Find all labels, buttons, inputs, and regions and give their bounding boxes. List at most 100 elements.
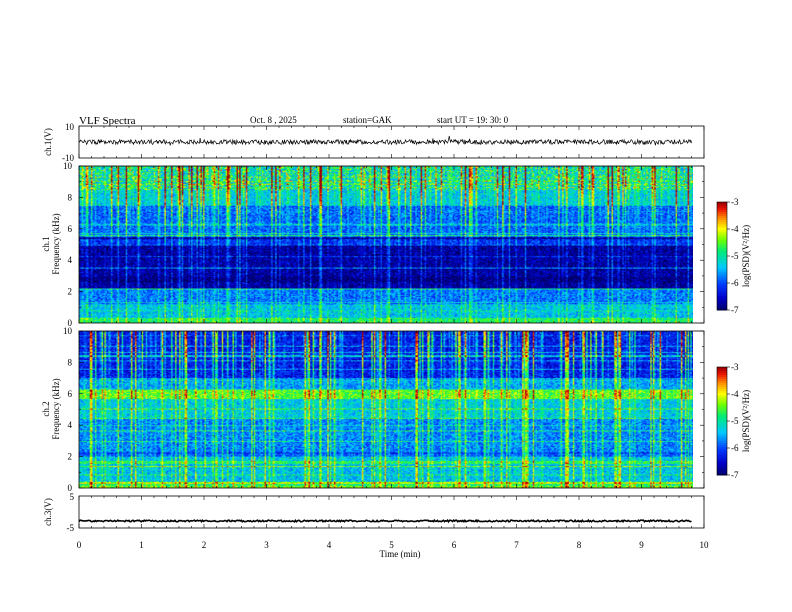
colorbar-swatch (717, 260, 727, 263)
colorbar-swatch (717, 383, 727, 386)
colorbar-swatch (717, 415, 727, 418)
time-tick-label: 9 (639, 540, 644, 550)
ch1-ytick-label: 0 (68, 318, 73, 328)
time-axis-tick-labels: 0 1 2 3 4 5 6 7 8 9 10 (77, 540, 709, 550)
colorbar-swatch (717, 423, 727, 426)
time-tick-label: 4 (327, 540, 332, 550)
colorbar-swatch (717, 308, 727, 311)
colorbar-swatch (717, 292, 727, 295)
ch2-spectrogram-ylabel-frequency: Frequency (kHz) (51, 378, 61, 439)
colorbar-swatch (717, 306, 727, 309)
colorbar-swatch (717, 250, 727, 253)
colorbar-swatch (717, 455, 727, 458)
colorbar-swatch (717, 433, 727, 436)
ch1-spectrogram-yticks: 10 8 6 4 2 0 (63, 161, 704, 328)
colorbar-swatch (717, 258, 727, 261)
ch1-spectrogram-image (79, 166, 693, 323)
time-tick-label: 6 (452, 540, 457, 550)
colorbar-tick-label: -3 (731, 197, 739, 207)
colorbar-swatch (717, 270, 727, 273)
ch3-waveform-ylabel: ch.3(V) (43, 498, 53, 526)
colorbar-swatch (717, 437, 727, 440)
ch1-spectrogram-panel: 10 8 6 4 2 0 ch.1 Frequency (kHz) -3 -4 -5 -6 -7 l… (41, 161, 751, 328)
colorbar-swatch (717, 431, 727, 434)
colorbar-swatch (717, 421, 727, 424)
ch2-spectrogram-image (79, 331, 693, 488)
colorbar-swatch (717, 282, 727, 285)
colorbar-tick-label: -6 (731, 278, 739, 288)
ch1-waveform-ylabel: ch.1(V) (43, 128, 53, 156)
colorbar-swatch (717, 441, 727, 444)
colorbar-swatch (717, 232, 727, 235)
colorbar-swatch (717, 373, 727, 376)
colorbar-swatch (717, 218, 727, 221)
colorbar-swatch (717, 262, 727, 265)
colorbar-swatch (717, 393, 727, 396)
colorbar-swatch (717, 220, 727, 223)
colorbar-swatch (717, 214, 727, 217)
time-tick-label: 2 (202, 540, 207, 550)
colorbar-swatch (717, 252, 727, 255)
colorbar-tick-label: -4 (731, 224, 739, 234)
colorbar-swatch (717, 457, 727, 460)
colorbar-swatch (717, 226, 727, 229)
ch1-ytick-label: 6 (68, 224, 73, 234)
time-tick-label: 10 (700, 540, 710, 550)
colorbar-swatch (717, 407, 727, 410)
colorbar-swatch (717, 238, 727, 241)
colorbar-swatch (717, 244, 727, 247)
ch1-spectrogram-xticks (78, 166, 705, 323)
colorbar-swatch (717, 385, 727, 388)
colorbar-swatch (717, 449, 727, 452)
colorbar-swatch (717, 463, 727, 466)
ch2-ytick-label: 4 (68, 420, 73, 430)
colorbar-swatch (717, 280, 727, 283)
colorbar-swatch (717, 467, 727, 470)
colorbar-swatch (717, 395, 727, 398)
colorbar-swatch (717, 403, 727, 406)
colorbar-swatch (717, 435, 727, 438)
colorbar-swatch (717, 381, 727, 384)
colorbar-swatch (717, 296, 727, 299)
time-tick-label: 3 (264, 540, 269, 550)
colorbar-swatch (717, 419, 727, 422)
colorbar-swatch (717, 264, 727, 267)
colorbar-swatch (717, 401, 727, 404)
ch1-ytick-label: 4 (68, 255, 73, 265)
colorbar-swatch (717, 274, 727, 277)
colorbar-swatch (717, 202, 727, 205)
colorbar-swatch (717, 391, 727, 394)
colorbar-swatch (717, 411, 727, 414)
colorbar-swatch (717, 234, 727, 237)
colorbar-swatch (717, 459, 727, 462)
colorbar-swatch (717, 387, 727, 390)
colorbar-swatch (717, 371, 727, 374)
colorbar-swatch (717, 228, 727, 231)
colorbar-swatch (717, 216, 727, 219)
ch1-colorbar: -3 -4 -5 -6 -7 log(PSD)(V²/Hz) (716, 197, 751, 315)
ch2-ytick-label: 6 (68, 389, 73, 399)
colorbar-swatch (717, 290, 727, 293)
colorbar-tick-label: -4 (731, 389, 739, 399)
colorbar-swatch (717, 417, 727, 420)
ch1-ytick-label: 2 (68, 287, 73, 297)
colorbar-swatch (717, 212, 727, 215)
colorbar-swatch (717, 210, 727, 213)
ch3-waveform-frame (78, 495, 705, 529)
time-tick-label: 1 (139, 540, 144, 550)
colorbar-swatch (717, 278, 727, 281)
colorbar-swatch (717, 294, 727, 297)
colorbar-swatch (717, 204, 727, 207)
figure-title: VLF Spectra (79, 115, 136, 127)
ch2-ytick-label: 8 (68, 357, 73, 367)
colorbar-swatch (717, 248, 727, 251)
ch1-waveform-trace (78, 135, 692, 146)
colorbar-swatch (717, 288, 727, 291)
colorbar-label: log(PSD)(V²/Hz) (741, 225, 751, 287)
colorbar-swatch (717, 409, 727, 412)
colorbar-swatch (717, 242, 727, 245)
ch1-waveform-panel: 10 -10 ch.1(V) (43, 122, 705, 163)
colorbar-swatch (717, 439, 727, 442)
colorbar-swatch (717, 268, 727, 271)
